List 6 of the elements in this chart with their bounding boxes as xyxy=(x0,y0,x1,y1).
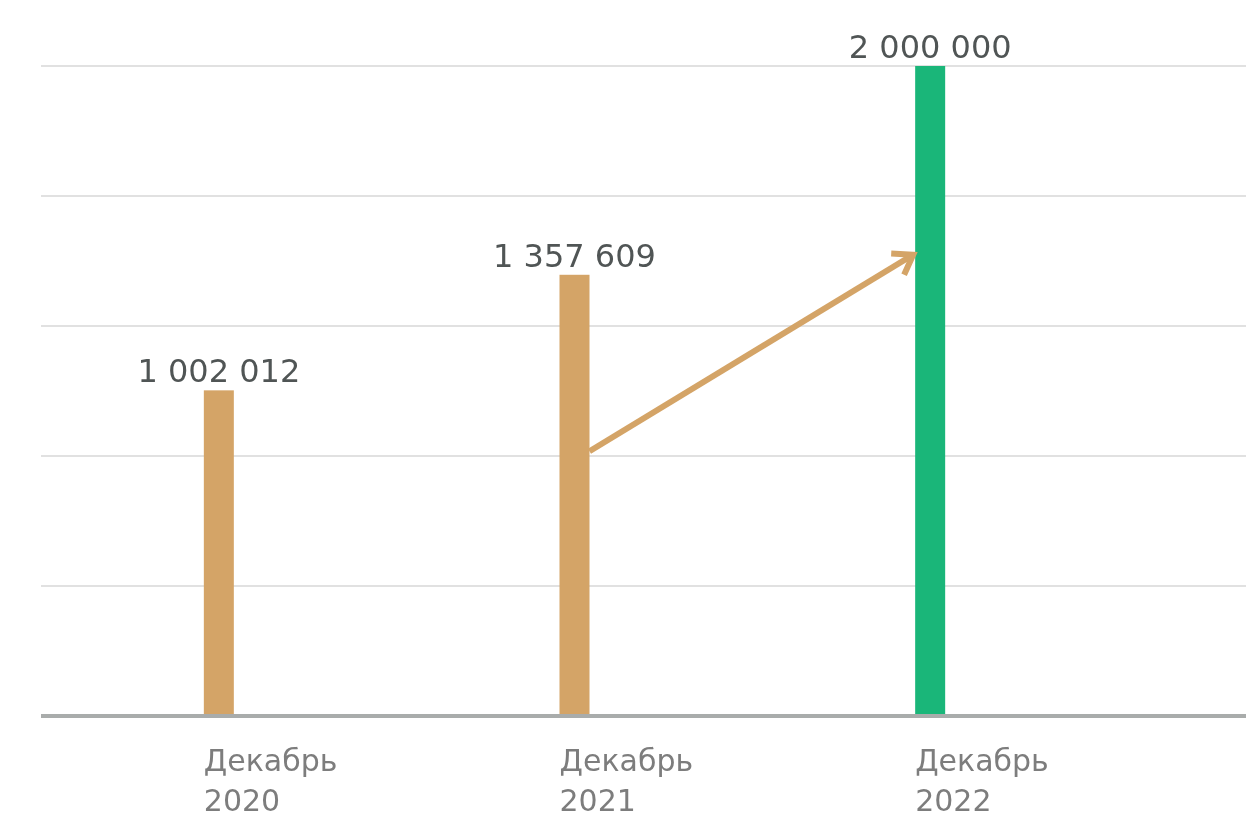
x-tick-label: Декабрь 2021 xyxy=(559,743,694,815)
x-tick-label: Декабрь 2022 xyxy=(915,743,1049,815)
x-tick-label: Декабрь 2020 xyxy=(203,743,338,815)
data-label: 2 000 000 xyxy=(848,28,1012,66)
data-label: 1 357 609 xyxy=(493,236,656,275)
data-label: 1 002 012 xyxy=(137,352,301,391)
